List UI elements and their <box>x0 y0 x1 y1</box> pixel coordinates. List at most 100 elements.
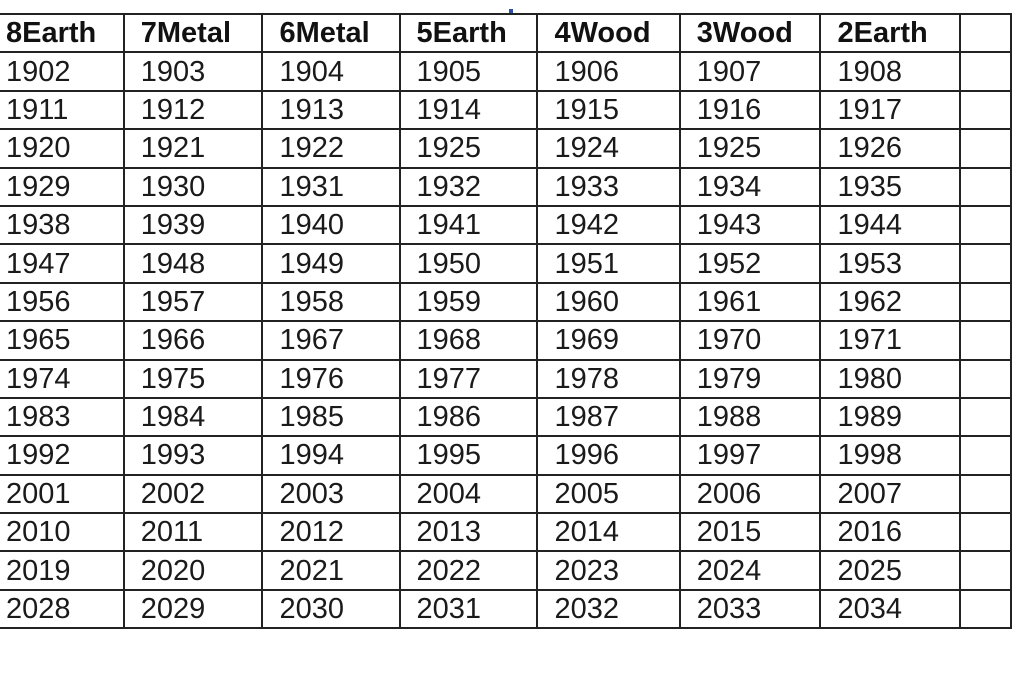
year-cell: 1976 <box>261 358 401 399</box>
year-cell: 2005 <box>536 473 681 515</box>
year-cell: 2021 <box>261 550 401 591</box>
year-cell: 2007 <box>819 473 961 515</box>
year-cell: 2025 <box>819 550 961 591</box>
year-cell: 1949 <box>261 243 401 284</box>
table-row: 1974 1975 1976 1977 1978 1979 1980 <box>0 358 1013 399</box>
year-cell: 1966 <box>122 320 264 361</box>
year-cell: 1930 <box>122 166 264 207</box>
year-cell <box>958 396 1013 438</box>
year-cell: 2002 <box>122 473 264 515</box>
year-cell: 1940 <box>261 204 401 246</box>
table-row: 1911 1912 1913 1914 1915 1916 1917 <box>0 89 1013 131</box>
year-cell: 2020 <box>122 550 264 591</box>
table-row: 1992 1993 1994 1995 1996 1997 1998 <box>0 435 1013 476</box>
year-cell: 1943 <box>678 204 822 246</box>
year-cell: 1905 <box>398 51 539 92</box>
year-cell <box>958 281 1013 323</box>
year-cell: 1903 <box>122 51 264 92</box>
table-row: 2010 2011 2012 2013 2014 2015 2016 <box>0 512 1013 553</box>
year-cell: 2012 <box>261 512 401 553</box>
year-cell <box>958 89 1013 131</box>
year-cell: 1997 <box>678 435 822 476</box>
year-cell <box>958 588 1013 630</box>
year-cell: 1988 <box>678 396 822 438</box>
column-header: 4Wood <box>536 12 681 54</box>
year-cell: 1914 <box>398 89 539 131</box>
year-cell: 1961 <box>678 281 822 323</box>
year-cell: 1911 <box>0 89 125 131</box>
year-cell: 1904 <box>261 51 401 92</box>
year-cell: 1944 <box>819 204 961 246</box>
year-cell: 1969 <box>536 320 681 361</box>
table-row: 1956 1957 1958 1959 1960 1961 1962 <box>0 281 1013 323</box>
year-cell: 1983 <box>0 396 125 438</box>
year-cell: 1985 <box>261 396 401 438</box>
table-row: 1947 1948 1949 1950 1951 1952 1953 <box>0 243 1013 284</box>
year-cell: 1971 <box>819 320 961 361</box>
year-cell: 1956 <box>0 281 125 323</box>
year-cell: 1948 <box>122 243 264 284</box>
year-cell: 1977 <box>398 358 539 399</box>
year-cell: 2029 <box>122 588 264 630</box>
selection-marker <box>509 9 513 13</box>
year-cell: 1938 <box>0 204 125 246</box>
year-cell: 2014 <box>536 512 681 553</box>
year-cell <box>958 128 1013 169</box>
year-cell: 2001 <box>0 473 125 515</box>
year-cell: 1975 <box>122 358 264 399</box>
year-cell: 2024 <box>678 550 822 591</box>
year-cell: 2016 <box>819 512 961 553</box>
year-cell: 1979 <box>678 358 822 399</box>
year-cell: 2010 <box>0 512 125 553</box>
year-cell: 1968 <box>398 320 539 361</box>
year-cell: 1926 <box>819 128 961 169</box>
year-cell: 1978 <box>536 358 681 399</box>
year-cell: 2031 <box>398 588 539 630</box>
year-cell: 1992 <box>0 435 125 476</box>
year-cell <box>958 243 1013 284</box>
year-cell: 1908 <box>819 51 961 92</box>
column-header: 2Earth <box>819 12 961 54</box>
year-cell: 1902 <box>0 51 125 92</box>
year-cell: 2034 <box>819 588 961 630</box>
year-cell: 1925 <box>398 128 539 169</box>
table-row: 1902 1903 1904 1905 1906 1907 1908 <box>0 51 1013 92</box>
table-row: 1938 1939 1940 1941 1942 1943 1944 <box>0 204 1013 246</box>
year-cell: 1989 <box>819 396 961 438</box>
table-row: 2019 2020 2021 2022 2023 2024 2025 <box>0 550 1013 591</box>
year-cell <box>958 166 1013 207</box>
year-cell: 1939 <box>122 204 264 246</box>
table-row: 1929 1930 1931 1932 1933 1934 1935 <box>0 166 1013 207</box>
year-cell: 1915 <box>536 89 681 131</box>
year-cell: 2011 <box>122 512 264 553</box>
year-cell: 2030 <box>261 588 401 630</box>
year-cell: 1924 <box>536 128 681 169</box>
year-cell: 1933 <box>536 166 681 207</box>
year-cell: 2023 <box>536 550 681 591</box>
year-cell: 1953 <box>819 243 961 284</box>
year-cell: 1942 <box>536 204 681 246</box>
year-cell: 1925 <box>678 128 822 169</box>
year-cell: 1958 <box>261 281 401 323</box>
year-cell: 1906 <box>536 51 681 92</box>
year-cell: 1916 <box>678 89 822 131</box>
year-cell: 2022 <box>398 550 539 591</box>
year-cell: 1986 <box>398 396 539 438</box>
year-cell: 1934 <box>678 166 822 207</box>
year-cell: 1950 <box>398 243 539 284</box>
year-cell: 2028 <box>0 588 125 630</box>
year-cell <box>958 550 1013 591</box>
year-cell: 1917 <box>819 89 961 131</box>
year-cell: 1957 <box>122 281 264 323</box>
column-header <box>958 12 1013 54</box>
year-cell: 1980 <box>819 358 961 399</box>
year-cell: 2019 <box>0 550 125 591</box>
year-cell: 1951 <box>536 243 681 284</box>
year-cell: 1970 <box>678 320 822 361</box>
column-header: 6Metal <box>261 12 401 54</box>
year-cell: 1996 <box>536 435 681 476</box>
table-row: 1965 1966 1967 1968 1969 1970 1971 <box>0 320 1013 361</box>
table-row: 2028 2029 2030 2031 2032 2033 2034 <box>0 588 1013 630</box>
year-cell: 1931 <box>261 166 401 207</box>
year-cell <box>958 358 1013 399</box>
